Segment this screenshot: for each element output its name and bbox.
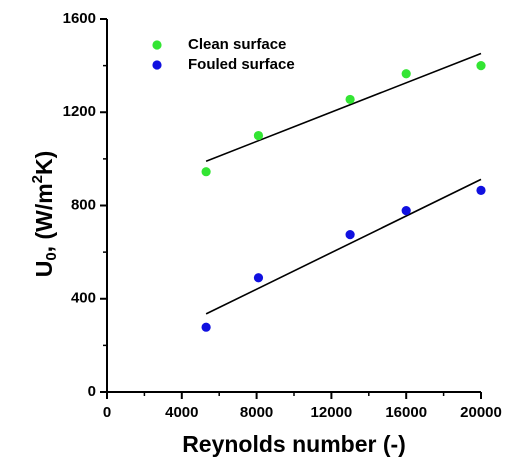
- x-axis-label: Reynolds number (-): [182, 431, 406, 457]
- data-point-fouled-surface: [476, 185, 486, 195]
- data-point-fouled-surface: [253, 273, 264, 283]
- data-point-clean-surface: [201, 167, 211, 177]
- data-point-fouled-surface: [345, 230, 355, 240]
- y-tick-label: 1200: [63, 103, 96, 120]
- y-axis-label-part: K): [31, 151, 57, 175]
- legend-marker-fouled-surface: [152, 60, 162, 70]
- fit-line-clean-surface: [205, 52, 482, 162]
- x-tick-label: 4000: [165, 404, 198, 421]
- x-tick-label: 16000: [385, 404, 427, 421]
- legend-marker-clean-surface: [152, 40, 162, 50]
- legend-label-clean-surface: Clean surface: [188, 36, 286, 53]
- data-point-clean-surface: [401, 69, 411, 79]
- y-axis-label: U0, (W/m2K): [29, 151, 60, 278]
- y-axis-label-part: 0: [43, 252, 60, 260]
- data-point-fouled-surface: [201, 322, 211, 332]
- data-point-clean-surface: [476, 61, 486, 71]
- data-point-clean-surface: [345, 94, 355, 105]
- x-tick-label: 20000: [460, 404, 502, 421]
- y-axis-label-part: U: [31, 261, 57, 278]
- y-tick-label: 400: [71, 290, 96, 307]
- x-tick-label: 0: [103, 404, 111, 421]
- x-tick-label: 8000: [240, 404, 273, 421]
- legend-label-fouled-surface: Fouled surface: [188, 56, 295, 73]
- y-axis-label-part: 2: [29, 175, 46, 183]
- y-tick-label: 0: [88, 383, 96, 400]
- y-tick-label: 800: [71, 196, 96, 213]
- x-tick-label: 12000: [311, 404, 353, 421]
- y-axis-label-part: , (W/m: [31, 183, 57, 252]
- y-axis-title: U0, (W/m2K): [29, 151, 60, 278]
- y-tick-label: 1600: [63, 10, 96, 27]
- data-point-fouled-surface: [401, 206, 411, 216]
- fit-line-fouled-surface: [205, 178, 482, 315]
- data-point-clean-surface: [253, 130, 264, 141]
